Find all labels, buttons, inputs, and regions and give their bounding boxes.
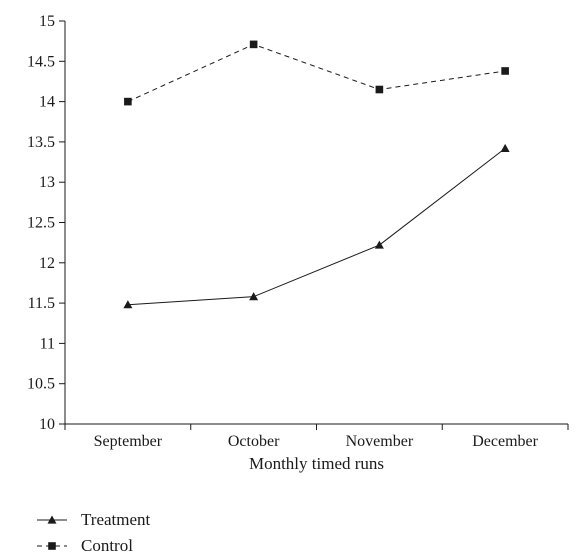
y-tick-label: 12.5 [27, 215, 55, 232]
y-tick-label: 10 [39, 416, 55, 433]
y-tick-label: 13.5 [27, 134, 55, 151]
treatment-point [123, 300, 133, 309]
y-tick-label: 15 [39, 13, 55, 30]
treatment-point [500, 143, 510, 152]
y-tick-label: 10.5 [27, 376, 55, 393]
legend-item-treatment: Treatment [37, 510, 151, 529]
control-point [501, 67, 509, 75]
control-series [124, 40, 509, 106]
control-point [124, 97, 132, 106]
control-line [127, 43, 506, 103]
legend-item-control: Control [37, 536, 133, 554]
treatment-series [123, 143, 510, 309]
y-axis-ticks: 10 10.5 11 11.5 12 12.5 13 13.5 14 14.5 15 [27, 13, 65, 433]
legend-swatch-marker [48, 542, 56, 550]
legend: Treatment Control [37, 510, 151, 554]
y-tick-label: 11 [40, 335, 55, 352]
control-point [249, 40, 258, 49]
control-point [375, 85, 384, 94]
x-tick-label: October [228, 433, 280, 450]
treatment-line [127, 147, 506, 306]
y-tick-label: 11.5 [28, 295, 55, 312]
legend-swatch-marker [47, 515, 57, 524]
y-tick-label: 13 [39, 174, 55, 191]
series-layer [123, 40, 510, 309]
x-axis-ticks: September October November December [64, 424, 569, 450]
legend-label: Treatment [81, 510, 151, 529]
y-tick-label: 14.5 [27, 53, 55, 70]
x-axis-label: Monthly timed runs [249, 454, 384, 473]
x-tick-label: November [346, 433, 414, 450]
y-tick-label: 14 [39, 94, 55, 111]
legend-label: Control [81, 536, 133, 554]
x-tick-label: December [472, 433, 538, 450]
chart-axes [64, 21, 568, 425]
treatment-point [374, 240, 384, 249]
x-tick-label: September [94, 433, 163, 450]
y-tick-label: 12 [39, 255, 55, 272]
treatment-point [249, 292, 259, 301]
